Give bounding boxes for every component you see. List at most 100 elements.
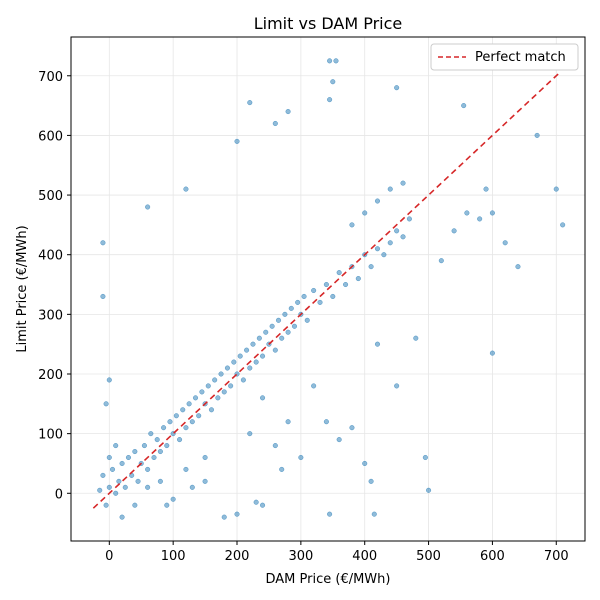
scatter-point bbox=[349, 222, 355, 228]
scatter-point bbox=[231, 359, 237, 365]
scatter-point bbox=[167, 419, 173, 425]
scatter-point bbox=[234, 511, 240, 517]
scatter-point bbox=[176, 437, 183, 443]
plot-frame bbox=[70, 36, 586, 542]
legend-label-perfect-match: Perfect match bbox=[475, 50, 566, 65]
scatter-point bbox=[489, 350, 495, 356]
y-tick-label: 300 bbox=[38, 308, 63, 323]
scatter-point bbox=[374, 341, 381, 347]
scatter-point bbox=[438, 258, 444, 264]
scatter-point bbox=[132, 448, 138, 455]
scatter-point bbox=[477, 216, 483, 222]
scatter-point bbox=[234, 138, 240, 144]
scatter-point bbox=[164, 443, 170, 449]
scatter-point bbox=[275, 317, 282, 323]
scatter-point bbox=[199, 389, 205, 395]
legend: Perfect match bbox=[430, 43, 579, 71]
scatter-point bbox=[560, 222, 566, 228]
scatter-point bbox=[279, 466, 285, 472]
scatter-points bbox=[97, 58, 566, 520]
scatter-point bbox=[221, 389, 227, 395]
scatter-point bbox=[426, 487, 432, 493]
scatter-point bbox=[291, 323, 298, 329]
scatter-point bbox=[323, 281, 329, 288]
scatter-point bbox=[106, 484, 112, 490]
scatter-point bbox=[394, 383, 400, 389]
scatter-point bbox=[113, 490, 119, 496]
scatter-point bbox=[125, 454, 132, 461]
scatter-point bbox=[272, 347, 278, 353]
x-tick-label: 500 bbox=[416, 549, 441, 564]
scatter-point bbox=[304, 317, 310, 323]
scatter-point bbox=[145, 484, 151, 490]
scatter-point bbox=[413, 335, 419, 341]
scatter-point bbox=[189, 484, 195, 490]
scatter-point bbox=[515, 264, 521, 270]
scatter-point bbox=[161, 425, 167, 431]
scatter-point bbox=[311, 383, 317, 389]
scatter-point bbox=[221, 514, 227, 520]
scatter-point bbox=[141, 443, 147, 449]
x-tick-label: 100 bbox=[161, 549, 186, 564]
scatter-point bbox=[288, 305, 294, 311]
scatter-point bbox=[387, 186, 393, 192]
x-tick-label: 600 bbox=[480, 549, 505, 564]
scatter-point bbox=[272, 120, 278, 127]
scatter-point bbox=[279, 335, 285, 341]
scatter-point bbox=[502, 240, 508, 246]
scatter-point bbox=[272, 443, 278, 449]
scatter-point bbox=[122, 484, 128, 490]
scatter-point bbox=[145, 466, 151, 472]
scatter-point bbox=[106, 454, 112, 461]
y-axis-label: Limit Price (€/MWh) bbox=[15, 225, 30, 352]
scatter-point bbox=[170, 496, 176, 502]
scatter-point bbox=[247, 431, 253, 437]
scatter-point bbox=[371, 511, 377, 517]
scatter-point bbox=[374, 198, 381, 204]
y-axis-ticks: 0 100 200 300 400 500 600 700 bbox=[38, 70, 71, 502]
reference-lines bbox=[92, 72, 561, 509]
x-axis-label: DAM Price (€/MWh) bbox=[266, 572, 391, 587]
chart-title: Limit vs DAM Price bbox=[254, 14, 403, 33]
scatter-point bbox=[157, 478, 163, 484]
scatter-point bbox=[148, 431, 154, 437]
scatter-point bbox=[186, 401, 192, 407]
x-tick-label: 400 bbox=[352, 549, 377, 564]
y-tick-label: 700 bbox=[38, 70, 63, 85]
scatter-point bbox=[343, 281, 349, 288]
scatter-point bbox=[119, 514, 125, 520]
scatter-point bbox=[103, 401, 109, 407]
legend-box bbox=[430, 43, 579, 71]
scatter-point bbox=[253, 499, 259, 505]
scatter-point bbox=[135, 478, 141, 484]
scatter-point bbox=[183, 466, 189, 472]
scatter-point bbox=[164, 502, 170, 508]
y-tick-label: 500 bbox=[38, 189, 63, 204]
scatter-point bbox=[97, 487, 103, 493]
scatter-point bbox=[119, 460, 125, 467]
scatter-point bbox=[173, 413, 179, 419]
scatter-point bbox=[295, 299, 301, 305]
scatter-point bbox=[333, 58, 339, 64]
scatter-point bbox=[285, 419, 291, 425]
scatter-point bbox=[228, 383, 234, 389]
scatter-point bbox=[183, 186, 189, 192]
y-tick-label: 600 bbox=[38, 129, 63, 144]
scatter-point bbox=[406, 216, 412, 222]
x-tick-label: 200 bbox=[225, 549, 250, 564]
scatter-point bbox=[368, 478, 374, 484]
scatter-point bbox=[247, 100, 253, 106]
scatter-point bbox=[247, 365, 253, 371]
scatter-point bbox=[192, 395, 199, 401]
x-tick-label: 300 bbox=[288, 549, 313, 564]
scatter-point bbox=[285, 329, 291, 335]
scatter-point bbox=[212, 377, 218, 383]
scatter-point bbox=[394, 228, 400, 234]
scatter-point bbox=[298, 454, 304, 461]
y-tick-label: 200 bbox=[38, 368, 63, 383]
scatter-point bbox=[109, 466, 116, 472]
scatter-point bbox=[218, 371, 224, 377]
